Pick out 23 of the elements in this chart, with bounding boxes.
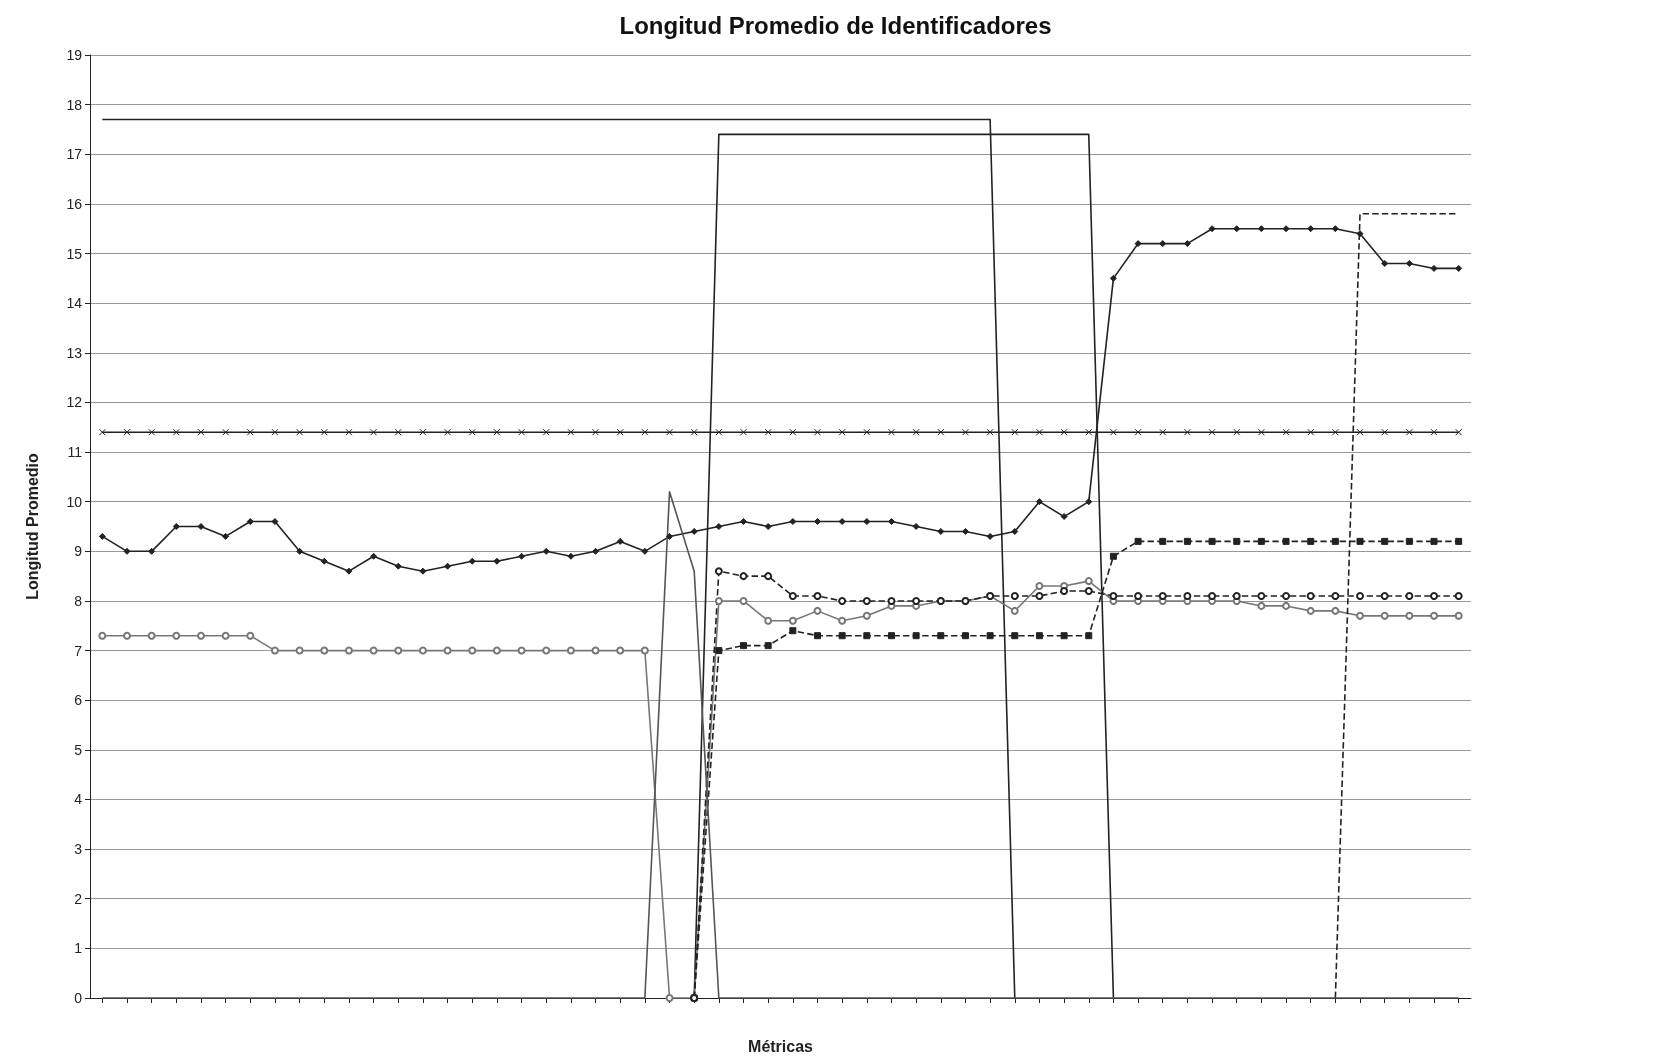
y-tick-label: 6	[74, 692, 83, 709]
y-tick-label: 11	[67, 444, 83, 461]
y-tick-label: 5	[74, 741, 83, 758]
x-axis-title: Métricas	[748, 1037, 814, 1055]
y-tick-label: 12	[66, 394, 83, 411]
y-axis-title: Longitud Promedio	[23, 452, 41, 600]
y-tick-label: 15	[66, 245, 83, 262]
y-tick-label: 17	[66, 146, 83, 163]
y-tick-label: 0	[74, 990, 83, 1006]
y-tick-label: 9	[74, 543, 83, 560]
y-tick-label: 2	[74, 890, 83, 907]
y-tick-label: 1	[74, 940, 83, 957]
y-tick-label: 3	[74, 841, 83, 858]
chart-title: Longitud Promedio de Identificadores	[619, 11, 1052, 39]
y-tick-label: 14	[66, 295, 83, 312]
y-tick-label: 18	[66, 96, 83, 113]
y-tick-label: 8	[74, 592, 83, 609]
y-tick-label: 13	[66, 344, 83, 361]
y-tick-label: 19	[66, 47, 83, 63]
y-tick-label: 10	[66, 493, 83, 510]
y-tick-label: 4	[74, 791, 83, 808]
y-tick-label: 7	[74, 642, 83, 659]
y-tick-label: 16	[66, 195, 83, 212]
